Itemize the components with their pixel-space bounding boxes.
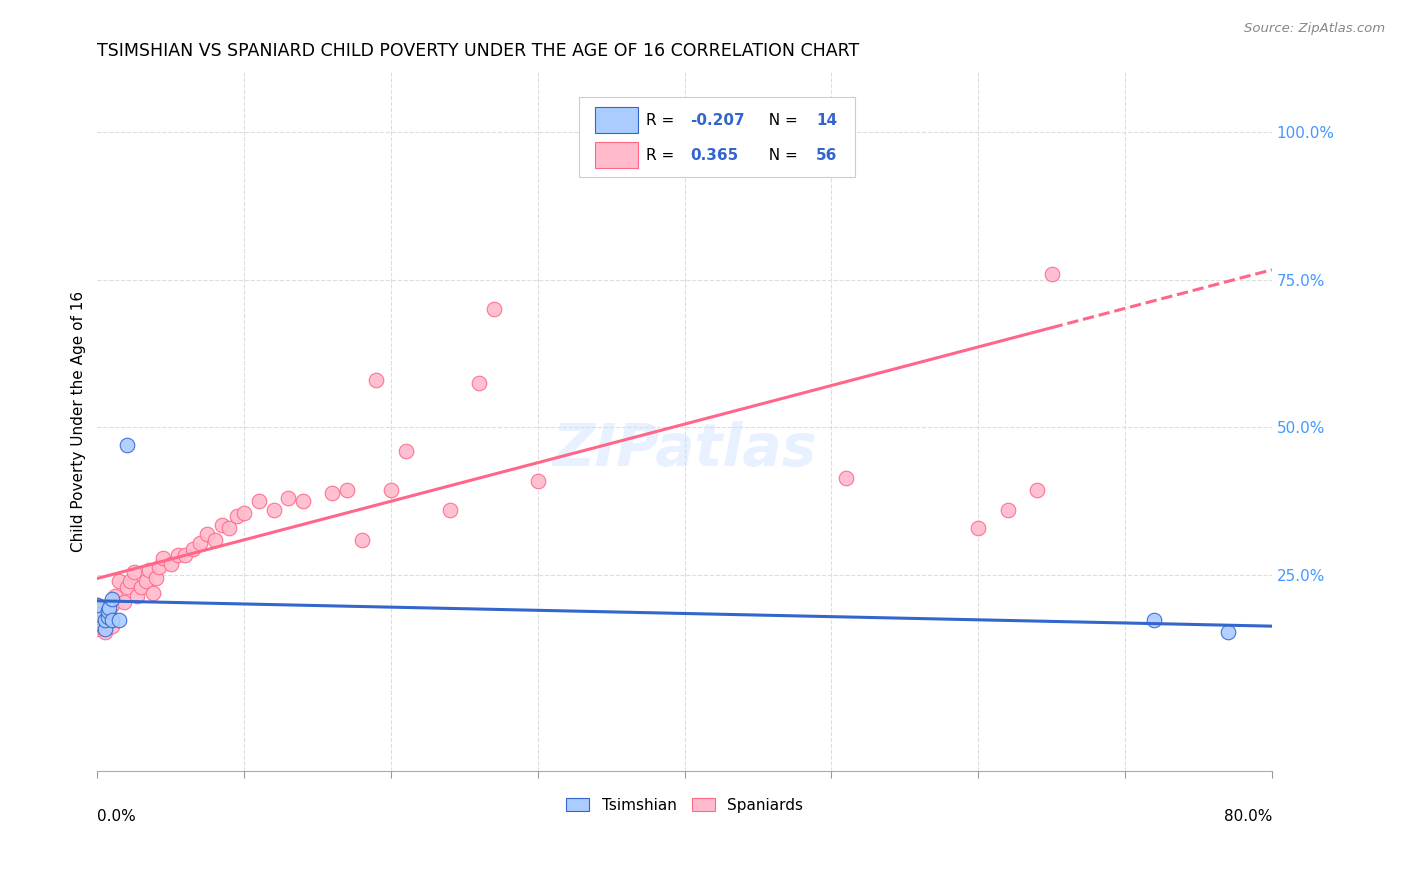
Point	[527, 474, 550, 488]
Point	[118, 574, 141, 589]
Point	[291, 494, 314, 508]
Text: 80.0%: 80.0%	[1223, 809, 1272, 824]
Point	[101, 613, 124, 627]
Point	[204, 533, 226, 547]
Point	[86, 604, 108, 618]
Point	[93, 613, 115, 627]
Point	[350, 533, 373, 547]
Text: N =: N =	[759, 148, 803, 163]
FancyBboxPatch shape	[595, 142, 638, 169]
Point	[181, 541, 204, 556]
Point	[218, 521, 240, 535]
Point	[86, 598, 108, 612]
Point	[336, 483, 359, 497]
Point	[321, 485, 343, 500]
Point	[122, 566, 145, 580]
Point	[468, 376, 491, 390]
Text: -0.207: -0.207	[690, 112, 745, 128]
Point	[1026, 483, 1049, 497]
Text: 56: 56	[815, 148, 838, 163]
Point	[152, 550, 174, 565]
Point	[380, 483, 402, 497]
Point	[138, 562, 160, 576]
Legend: Tsimshian, Spaniards: Tsimshian, Spaniards	[561, 791, 808, 819]
Point	[967, 521, 990, 535]
Point	[247, 494, 270, 508]
Point	[167, 548, 190, 562]
Point	[1143, 613, 1166, 627]
Point	[277, 491, 299, 506]
Point	[108, 613, 131, 627]
Point	[101, 592, 124, 607]
Point	[86, 622, 108, 636]
Point	[131, 580, 153, 594]
FancyBboxPatch shape	[595, 107, 638, 133]
Point	[174, 548, 197, 562]
Point	[97, 610, 120, 624]
Point	[86, 615, 108, 630]
Point	[366, 373, 388, 387]
Text: 0.365: 0.365	[690, 148, 738, 163]
Point	[135, 574, 157, 589]
Point	[86, 610, 108, 624]
Point	[835, 471, 858, 485]
Point	[703, 154, 725, 169]
Point	[145, 571, 167, 585]
Point	[93, 622, 115, 636]
Point	[225, 509, 247, 524]
Point	[101, 598, 124, 612]
Text: 0.0%: 0.0%	[97, 809, 136, 824]
Point	[188, 536, 211, 550]
Point	[997, 503, 1019, 517]
Point	[115, 580, 138, 594]
Point	[86, 607, 108, 621]
Point	[159, 557, 181, 571]
Point	[1216, 624, 1239, 639]
Point	[125, 589, 148, 603]
Point	[703, 148, 725, 162]
Text: ZIPatlas: ZIPatlas	[553, 421, 817, 478]
Point	[263, 503, 285, 517]
Point	[86, 598, 108, 612]
Point	[98, 604, 121, 618]
Point	[142, 586, 165, 600]
Point	[104, 589, 127, 603]
Point	[101, 618, 124, 632]
Point	[395, 444, 418, 458]
Point	[93, 624, 115, 639]
Point	[482, 302, 505, 317]
Point	[98, 601, 121, 615]
Text: TSIMSHIAN VS SPANIARD CHILD POVERTY UNDER THE AGE OF 16 CORRELATION CHART: TSIMSHIAN VS SPANIARD CHILD POVERTY UNDE…	[97, 42, 859, 60]
Point	[115, 438, 138, 452]
Text: 14: 14	[815, 112, 838, 128]
Point	[233, 506, 256, 520]
Point	[439, 503, 461, 517]
Point	[148, 559, 170, 574]
Text: R =: R =	[645, 148, 679, 163]
Point	[112, 595, 135, 609]
Text: R =: R =	[645, 112, 679, 128]
Point	[93, 613, 115, 627]
Point	[97, 610, 120, 624]
Point	[197, 527, 219, 541]
Point	[97, 604, 120, 618]
Text: N =: N =	[759, 112, 803, 128]
Y-axis label: Child Poverty Under the Age of 16: Child Poverty Under the Age of 16	[72, 291, 86, 552]
FancyBboxPatch shape	[579, 97, 855, 178]
Point	[1040, 267, 1063, 281]
Point	[211, 518, 233, 533]
Point	[108, 574, 131, 589]
Text: Source: ZipAtlas.com: Source: ZipAtlas.com	[1244, 22, 1385, 36]
